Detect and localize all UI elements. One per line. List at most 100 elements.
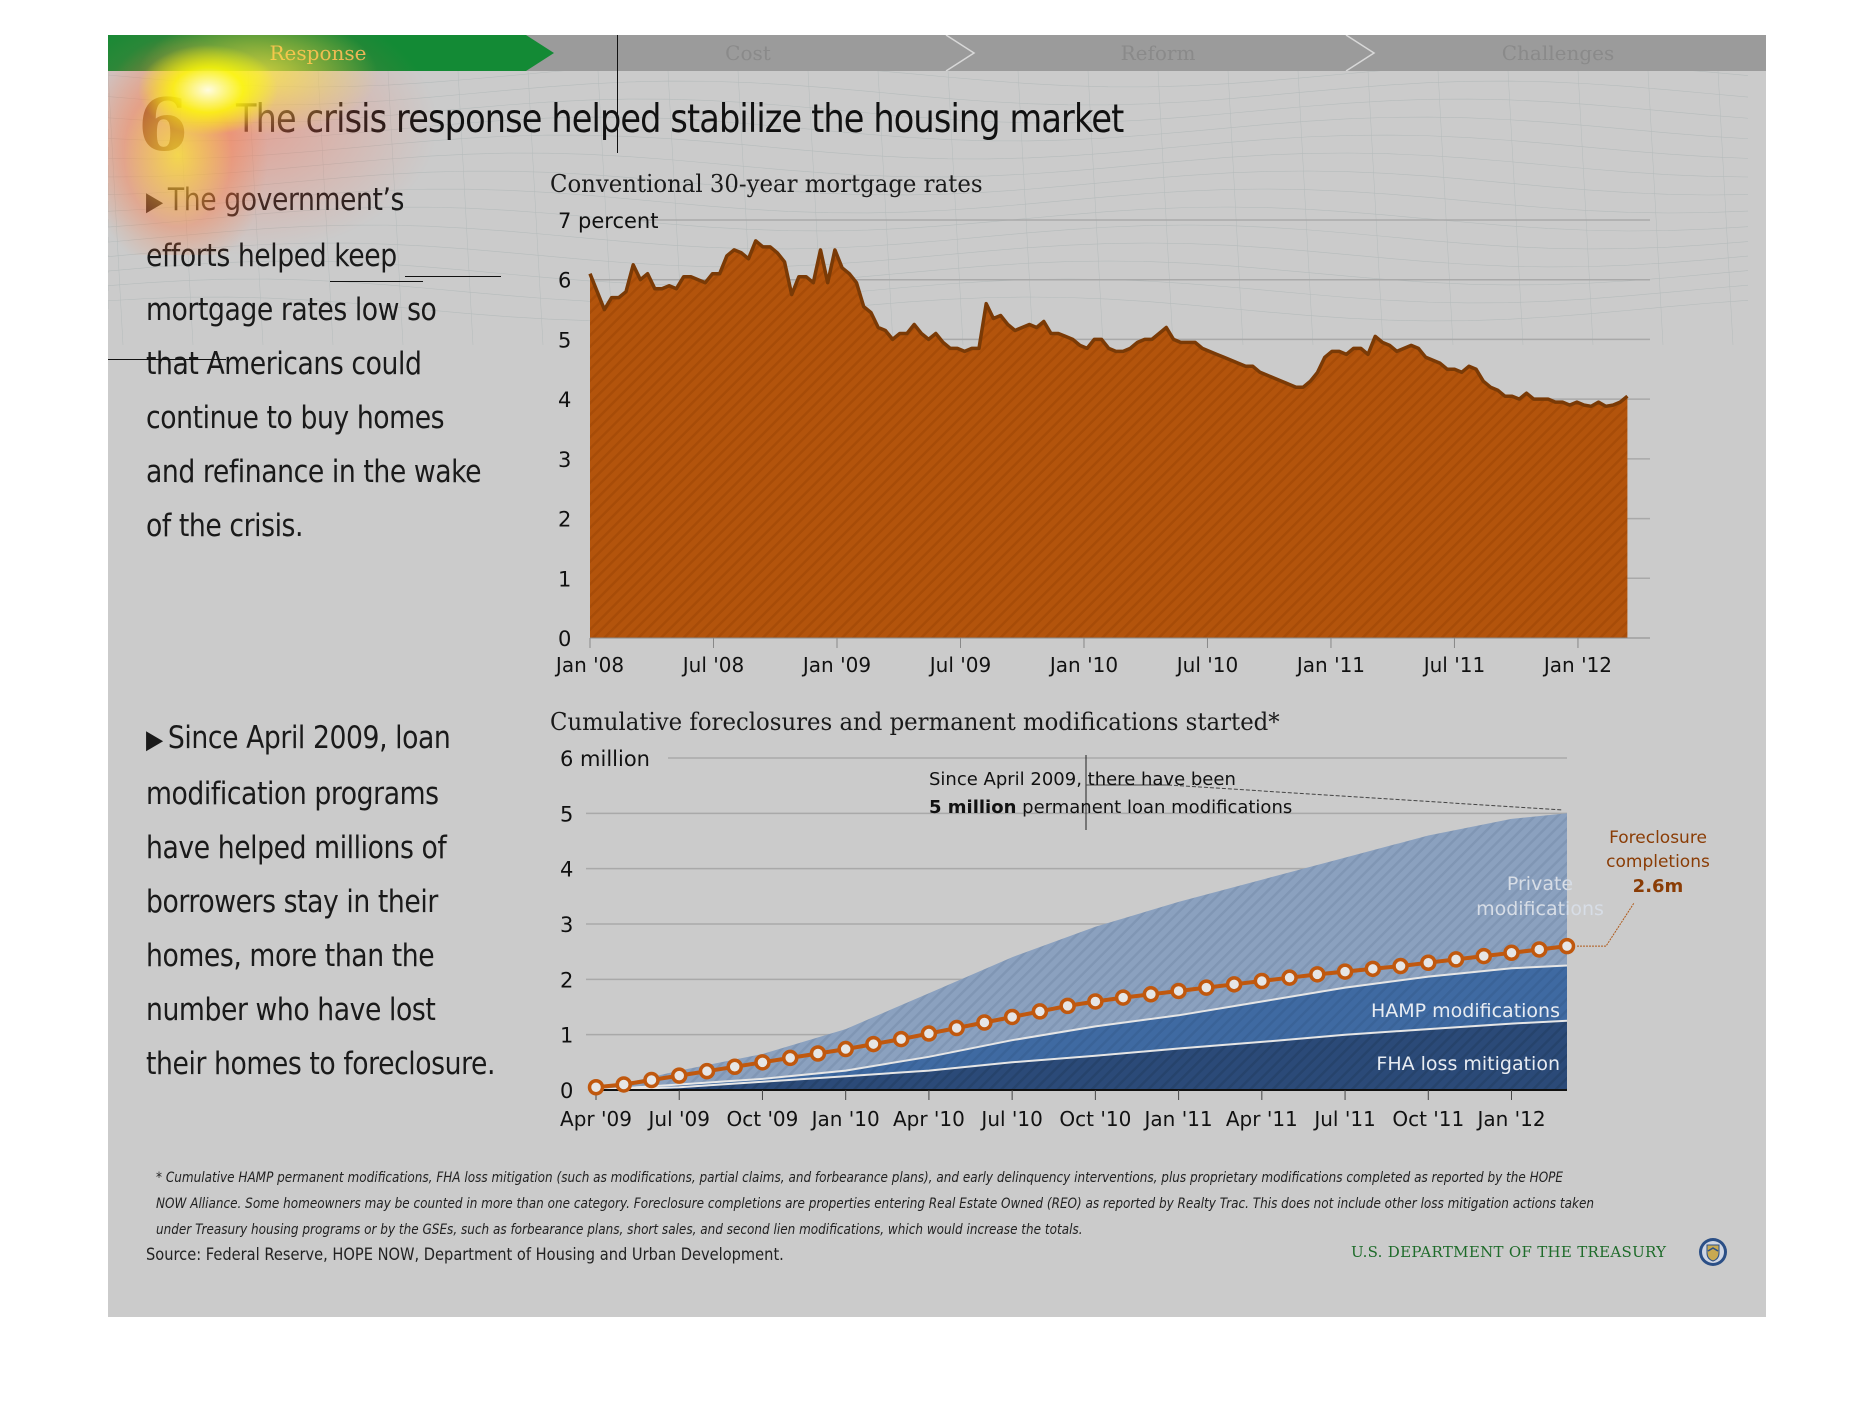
- foreclosure-point: [1336, 963, 1354, 980]
- y-tick-label: 0: [558, 627, 571, 651]
- x-tick-label: Jan '12: [1542, 653, 1612, 677]
- private-label: Private: [1507, 873, 1573, 895]
- foreclosure-point: [670, 1067, 688, 1084]
- treasury-wordmark: U.S. DEPARTMENT OF THE TREASURY: [1351, 1243, 1667, 1261]
- mesh-line: [947, 70, 964, 346]
- treasury-seal-icon: [1699, 1238, 1727, 1266]
- foreclosure-point: [1364, 960, 1382, 978]
- paragraph-line: have helped millions of: [146, 830, 447, 866]
- foreclosure-point: [615, 1076, 632, 1093]
- foreclosure-point: [1531, 941, 1548, 958]
- foreclosure-label: Foreclosure: [1609, 828, 1707, 848]
- y-tick-label: 2: [560, 968, 573, 992]
- mesh-line: [1647, 70, 1664, 346]
- y-tick-label: 5: [558, 328, 571, 352]
- foreclosure-point: [1558, 937, 1576, 955]
- tab-challenges[interactable]: Challenges: [1501, 41, 1615, 65]
- rate-line: [588, 239, 1629, 409]
- mortgage-rate-chart: 0 1 2 3 4 5 6 7 percent Jan '08 Jul '08 Jan '09 Jul…: [554, 209, 1650, 677]
- callout-bold: 5 million: [929, 797, 1016, 818]
- foreclosure-point: [1475, 947, 1493, 965]
- foreclosure-point: [1281, 969, 1298, 986]
- foreclosure-point: [1059, 997, 1076, 1015]
- foreclosure-point: [1447, 951, 1465, 968]
- x-tick-label: Jan '09: [801, 653, 871, 677]
- foreclosure-point: [1420, 954, 1437, 971]
- foreclosure-point: [1031, 1003, 1049, 1020]
- slide-panel: Response Cost Reform Challenges 6 The cr…: [108, 35, 1766, 1317]
- foreclosure-point: [920, 1025, 938, 1042]
- y-tick-label: 4: [560, 858, 573, 882]
- x-tick-label: Jul '10: [979, 1107, 1042, 1131]
- foreclosure-point: [976, 1014, 993, 1031]
- paragraph-line: continue to buy homes: [146, 400, 445, 436]
- artifact-line: [405, 276, 501, 277]
- paragraph-line: modification programs: [146, 776, 439, 812]
- foreclosure-leader: [1577, 902, 1635, 947]
- artifact-line: [108, 359, 226, 360]
- rate-area: [590, 240, 1628, 638]
- foreclosure-point: [837, 1040, 854, 1058]
- mesh-line: [1437, 70, 1454, 346]
- mesh-line: [1717, 70, 1734, 346]
- foreclosure-point: [865, 1035, 882, 1053]
- mesh-line: [527, 70, 544, 346]
- paragraph-line: mortgage rates low so: [146, 292, 437, 328]
- artifact-line: [617, 35, 618, 153]
- hamp-label: HAMP modifications: [1371, 1000, 1560, 1022]
- private-area: [596, 813, 1567, 1090]
- paragraph-line: number who have lost: [146, 992, 436, 1028]
- x-tick-label: Jul '08: [681, 653, 744, 677]
- paragraph-line: that Americans could: [146, 346, 422, 382]
- foreclosure-modification-chart: 0 1 2 3 4 5 6 million Private modifications HAMP …: [560, 747, 1710, 1131]
- paragraph-line: their homes to foreclosure.: [146, 1046, 496, 1082]
- footnote-line: * Cumulative HAMP permanent modification…: [156, 1170, 1564, 1186]
- x-tick-label: Jul '11: [1312, 1107, 1375, 1131]
- x-tick-label: Jan '10: [1048, 653, 1118, 677]
- paragraph-line: and refinance in the wake: [146, 454, 482, 490]
- series-separator: [595, 964, 1568, 1091]
- y-tick-label: 3: [558, 448, 571, 472]
- foreclosure-point: [1142, 986, 1160, 1003]
- play-triangle-icon: ▶: [146, 725, 163, 755]
- tab-cost[interactable]: Cost: [725, 41, 771, 65]
- foreclosure-point: [948, 1019, 965, 1037]
- y-tick-label: 2: [558, 508, 571, 532]
- foreclosure-point: [1170, 982, 1187, 1000]
- y-tick-label: 3: [560, 913, 573, 937]
- foreclosure-point: [698, 1062, 716, 1080]
- x-tick-label: Apr '11: [1226, 1107, 1298, 1131]
- y-tick-label: 6 million: [560, 747, 650, 771]
- x-tick-label: Apr '10: [893, 1107, 965, 1131]
- mesh-line: [108, 296, 1749, 322]
- mesh-line: [108, 278, 1749, 304]
- foreclosure-value: 2.6m: [1633, 876, 1684, 897]
- mesh-line: [1157, 70, 1174, 346]
- x-tick-label: Oct '09: [727, 1107, 799, 1131]
- fha-label: FHA loss mitigation: [1376, 1053, 1560, 1075]
- mesh-line: [1577, 70, 1594, 346]
- foreclosure-point: [781, 1049, 799, 1067]
- x-tick-label: Apr '09: [560, 1107, 632, 1131]
- footnote: * Cumulative HAMP permanent modification…: [156, 1165, 1704, 1243]
- callout-text: Since April 2009, there have been: [929, 769, 1236, 790]
- x-tick-label: Jul '10: [1175, 653, 1238, 677]
- mesh-line: [1227, 70, 1244, 346]
- mesh-line: [877, 70, 894, 346]
- foreclosure-point: [1503, 944, 1520, 962]
- foreclosure-label: completions: [1606, 852, 1710, 872]
- x-tick-label: Jan '11: [1143, 1107, 1213, 1131]
- x-tick-label: Jan '11: [1295, 653, 1365, 677]
- chart1-title: Conventional 30-year mortgage rates: [550, 170, 983, 198]
- paragraph-line: homes, more than the: [146, 938, 435, 974]
- x-tick-label: Jan '10: [810, 1107, 880, 1131]
- mesh-line: [108, 260, 1749, 286]
- y-tick-label: 4: [558, 388, 571, 412]
- fha-area: [596, 1020, 1567, 1090]
- callout-rest: permanent loan modifications: [1016, 797, 1292, 818]
- source-note: Source: Federal Reserve, HOPE NOW, Depar…: [146, 1245, 784, 1265]
- foreclosure-point: [1198, 979, 1215, 996]
- y-tick-label: 0: [560, 1079, 573, 1103]
- callout-text: 5 million permanent loan modifications: [929, 797, 1292, 818]
- tab-reform[interactable]: Reform: [1120, 41, 1196, 65]
